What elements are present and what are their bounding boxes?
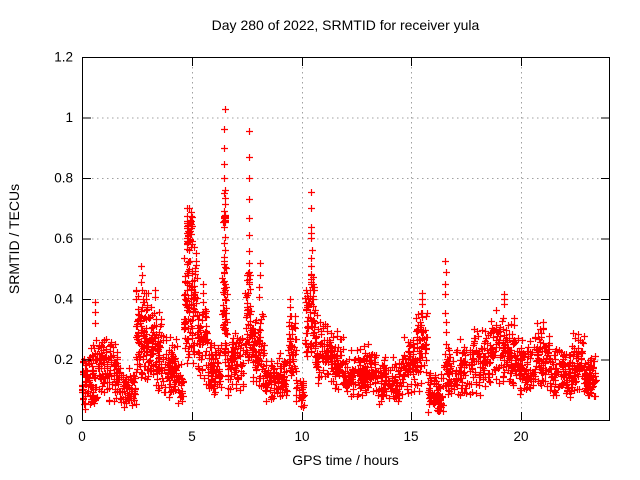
x-axis-label: GPS time / hours — [292, 452, 399, 468]
y-tick-label: 0.2 — [54, 352, 73, 367]
x-tick-label: 15 — [403, 429, 418, 444]
plot-border — [82, 57, 610, 421]
y-tick-label: 0.6 — [54, 231, 73, 246]
y-tick-label: 1.2 — [54, 50, 73, 65]
chart-title: Day 280 of 2022, SRMTID for receiver yul… — [211, 17, 480, 33]
x-tick-label: 10 — [294, 429, 309, 444]
y-tick-label: 0.4 — [54, 292, 73, 307]
x-tick-label: 20 — [513, 429, 528, 444]
y-tick-label: 1 — [65, 110, 73, 125]
y-tick-label: 0.8 — [54, 171, 73, 186]
x-tick-label: 0 — [78, 429, 86, 444]
axis-ticks — [82, 57, 609, 421]
y-tick-label: 0 — [65, 413, 73, 428]
x-tick-label: 5 — [188, 429, 196, 444]
scatter-points — [79, 106, 600, 416]
